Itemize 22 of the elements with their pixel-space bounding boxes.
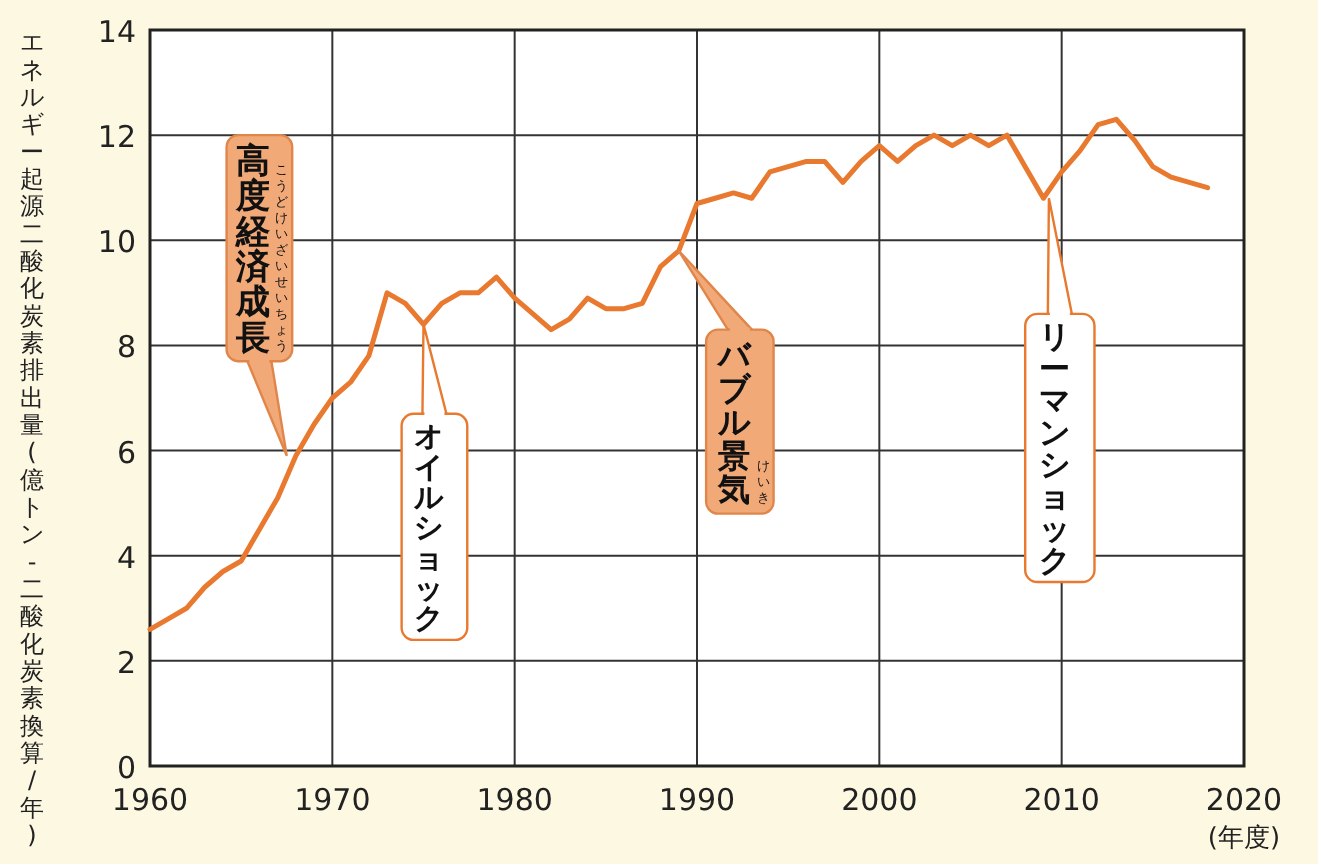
y-tick-label: 14 bbox=[97, 14, 136, 50]
y-tick-label: 12 bbox=[97, 119, 136, 156]
annotation: バブル景気 bbox=[715, 335, 752, 509]
y-tick-label: 0 bbox=[116, 750, 136, 786]
x-axis-title: (年度) bbox=[1207, 822, 1281, 854]
annotation: リーマンショック bbox=[1038, 318, 1069, 580]
y-tick-label: 6 bbox=[116, 434, 136, 471]
y-tick-label: 2 bbox=[116, 644, 136, 681]
x-tick-label: 2010 bbox=[1023, 782, 1100, 818]
x-tick-label: 1970 bbox=[294, 782, 371, 818]
x-tick-label: 2000 bbox=[841, 782, 918, 818]
x-tick-label: 1980 bbox=[476, 782, 553, 818]
y-tick-label: 8 bbox=[116, 329, 136, 366]
x-tick-label: 1990 bbox=[658, 782, 736, 818]
x-tick-label: 2020 bbox=[1205, 782, 1283, 818]
x-tick-label: 1960 bbox=[111, 782, 189, 818]
annotation: 高度経済成長 bbox=[234, 139, 273, 357]
y-tick-label: 10 bbox=[97, 224, 136, 261]
annotation: オイルショック bbox=[412, 422, 445, 637]
line-series bbox=[147, 116, 1211, 632]
text: エネルギー起源二酸化炭素排出量(億トン-二酸化炭素換算/年) bbox=[20, 28, 44, 849]
y-tick-label: 4 bbox=[116, 539, 136, 576]
